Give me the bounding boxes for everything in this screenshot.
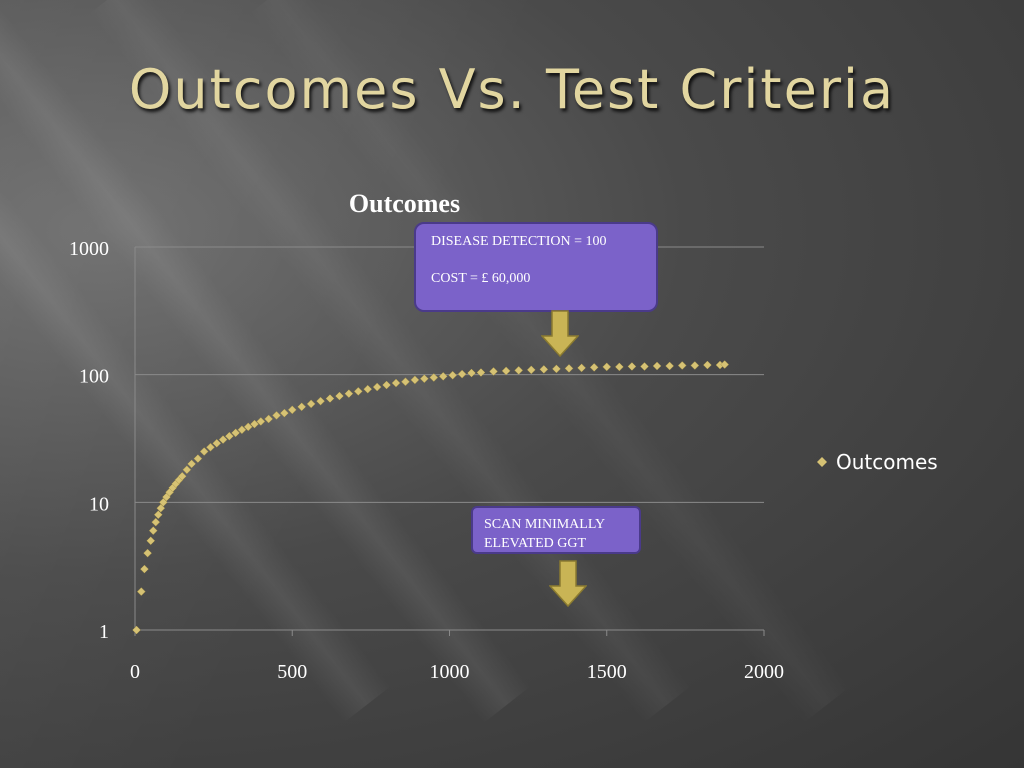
data-point <box>237 425 247 435</box>
data-point <box>457 369 467 379</box>
data-point <box>627 362 637 371</box>
data-point <box>136 587 146 596</box>
x-tick-label: 1000 <box>430 661 470 683</box>
data-point <box>153 510 163 520</box>
data-point <box>539 365 549 374</box>
data-point <box>640 362 649 371</box>
data-point <box>514 366 524 375</box>
data-point <box>132 625 141 635</box>
scan-ggt-callout: SCAN MINIMALLY ELEVATED GGT <box>471 506 641 554</box>
data-point <box>720 360 730 369</box>
data-point <box>448 370 457 380</box>
data-point <box>199 447 209 456</box>
data-point <box>353 387 363 396</box>
x-tick-label: 2000 <box>744 661 784 683</box>
data-point <box>564 364 574 373</box>
data-point <box>335 391 344 401</box>
slide-title: Outcomes Vs. Test Criteria <box>128 58 896 121</box>
data-point <box>429 373 439 382</box>
data-point <box>401 377 410 387</box>
data-point <box>501 366 511 376</box>
data-point <box>419 374 429 384</box>
data-point <box>652 361 662 371</box>
x-tick-label: 0 <box>130 661 140 683</box>
y-tick-label: 10 <box>89 493 109 515</box>
data-point <box>256 417 266 426</box>
disease-detection-callout: DISEASE DETECTION = 100 COST = £ 60,000 <box>414 222 658 312</box>
data-point <box>690 361 700 370</box>
data-point <box>193 454 203 463</box>
data-point <box>243 422 253 432</box>
data-point <box>148 526 158 536</box>
data-point <box>306 399 316 409</box>
down-arrow-icon <box>549 560 587 608</box>
data-point <box>602 362 612 372</box>
data-point <box>552 364 561 374</box>
legend-label: Outcomes <box>836 450 938 474</box>
data-point <box>151 517 161 527</box>
data-point <box>526 365 536 375</box>
data-point <box>158 497 168 507</box>
y-tick-label: 1000 <box>69 238 109 260</box>
data-point <box>224 431 234 441</box>
data-point <box>438 372 448 381</box>
down-arrow-icon <box>541 310 579 358</box>
chart-title: Outcomes <box>349 189 460 218</box>
data-point <box>677 361 687 370</box>
data-point <box>177 471 187 481</box>
data-point <box>156 503 166 513</box>
data-point <box>264 414 274 424</box>
data-point <box>287 405 297 415</box>
data-point <box>280 408 289 418</box>
data-point <box>187 459 196 469</box>
data-point <box>140 564 149 574</box>
data-point <box>577 363 586 373</box>
data-point <box>182 465 192 475</box>
callout-ggt-text: ELEVATED GGT <box>484 536 587 551</box>
data-point <box>231 428 240 438</box>
data-point <box>372 382 382 392</box>
legend-marker <box>817 457 827 467</box>
data-point <box>589 363 599 372</box>
data-point <box>391 378 401 388</box>
data-point <box>325 394 335 403</box>
data-point <box>363 384 373 394</box>
data-point <box>476 368 486 377</box>
y-tick-label: 1 <box>99 621 109 643</box>
data-point <box>218 435 228 444</box>
data-point <box>467 368 476 378</box>
data-point <box>382 380 391 390</box>
y-tick-label: 100 <box>79 366 109 388</box>
data-point <box>272 411 281 420</box>
data-point <box>614 362 624 372</box>
data-point <box>146 536 156 546</box>
x-tick-label: 500 <box>277 661 307 683</box>
data-point <box>489 367 498 376</box>
callout-scan-text: SCAN MINIMALLY <box>484 517 606 532</box>
data-point <box>410 375 420 385</box>
data-point <box>250 419 259 429</box>
data-point <box>297 402 307 412</box>
x-tick-label: 1500 <box>587 661 627 683</box>
data-point <box>316 396 325 406</box>
data-point <box>703 360 712 370</box>
callout-cost-text: COST = £ 60,000 <box>431 271 531 286</box>
data-point <box>212 438 222 448</box>
data-point <box>344 389 354 399</box>
data-point <box>665 361 675 371</box>
data-point <box>143 548 152 558</box>
callout-detection-text: DISEASE DETECTION = 100 <box>431 234 607 249</box>
data-point <box>206 442 215 452</box>
